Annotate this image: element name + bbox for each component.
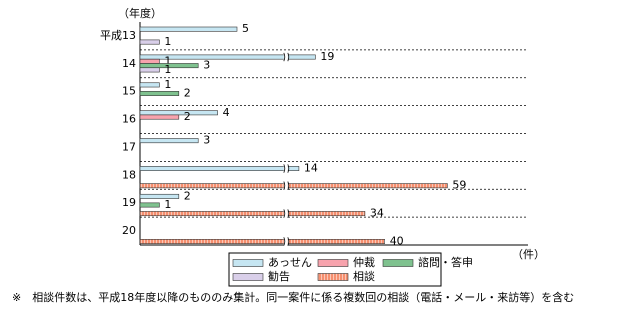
- legend-swatch: [317, 273, 349, 281]
- y-tick-label: 19: [122, 196, 136, 209]
- axis-break: [283, 209, 290, 218]
- bar: [139, 110, 218, 116]
- axis-break-gap: [283, 52, 288, 62]
- legend-box: [228, 252, 442, 287]
- value-label: 4: [223, 106, 230, 119]
- legend-swatch: [317, 259, 349, 267]
- y-tick-label: 15: [122, 85, 136, 98]
- y-tick-label: 18: [122, 168, 136, 181]
- y-axis-label: （年度）: [118, 6, 162, 20]
- value-label: 1: [164, 63, 171, 76]
- value-label: 1: [164, 35, 171, 48]
- y-tick-label: 20: [122, 224, 136, 237]
- value-label: 1: [164, 78, 171, 91]
- bar: [139, 239, 385, 244]
- legend-label: 勧告: [268, 269, 290, 283]
- y-tick-label: 平成13: [100, 29, 136, 42]
- value-label: 2: [184, 87, 191, 100]
- value-label: 2: [184, 189, 191, 202]
- value-label: 3: [203, 134, 210, 147]
- bar: [139, 183, 448, 189]
- axis-break-gap: [283, 209, 288, 218]
- bar: [139, 58, 160, 64]
- axis-break: [283, 237, 290, 246]
- axis-break: [283, 164, 290, 173]
- bar: [139, 26, 238, 32]
- legend-swatch: [232, 273, 264, 281]
- bar: [139, 91, 180, 96]
- axis-break-gap: [283, 181, 288, 190]
- value-label: 14: [304, 162, 318, 175]
- value-label: 19: [320, 50, 334, 63]
- legend-swatch: [232, 259, 264, 267]
- legend-label: 相談: [353, 269, 375, 283]
- legend-label: あっせん: [268, 256, 312, 269]
- value-label: 1: [164, 198, 171, 211]
- y-tick-label: 17: [122, 140, 136, 153]
- legend-label: 諮問・答申: [418, 255, 473, 269]
- bar: [139, 67, 160, 73]
- value-label: 59: [452, 179, 466, 192]
- bar: [139, 54, 316, 60]
- bar: [139, 39, 160, 45]
- value-label: 5: [242, 22, 249, 35]
- y-tick-label: 14: [122, 57, 136, 70]
- bar: [139, 211, 366, 217]
- y-tick-label: 16: [122, 113, 136, 126]
- value-label: 2: [184, 110, 191, 123]
- value-label: 3: [203, 59, 210, 72]
- footnote: ※ 相談件数は、平成18年度以降のもののみ集計。同一案件に係る複数回の相談（電話…: [12, 290, 574, 304]
- bar: [139, 202, 160, 208]
- bar: [139, 138, 199, 144]
- axis-break: [283, 181, 290, 191]
- value-label: 34: [370, 207, 384, 220]
- bar: [139, 63, 199, 69]
- bar: [139, 82, 160, 88]
- axis-break-gap: [283, 237, 288, 246]
- legend-label: 仲裁: [353, 255, 375, 269]
- bar: [139, 193, 180, 199]
- axis-break: [283, 52, 290, 62]
- x-axis-label: （件）: [512, 248, 545, 261]
- value-label: 1: [164, 54, 171, 67]
- bar: [139, 166, 300, 171]
- axis-break-gap: [283, 164, 288, 173]
- bar: [139, 114, 180, 120]
- value-label: 40: [390, 234, 404, 247]
- legend-swatch: [382, 259, 414, 267]
